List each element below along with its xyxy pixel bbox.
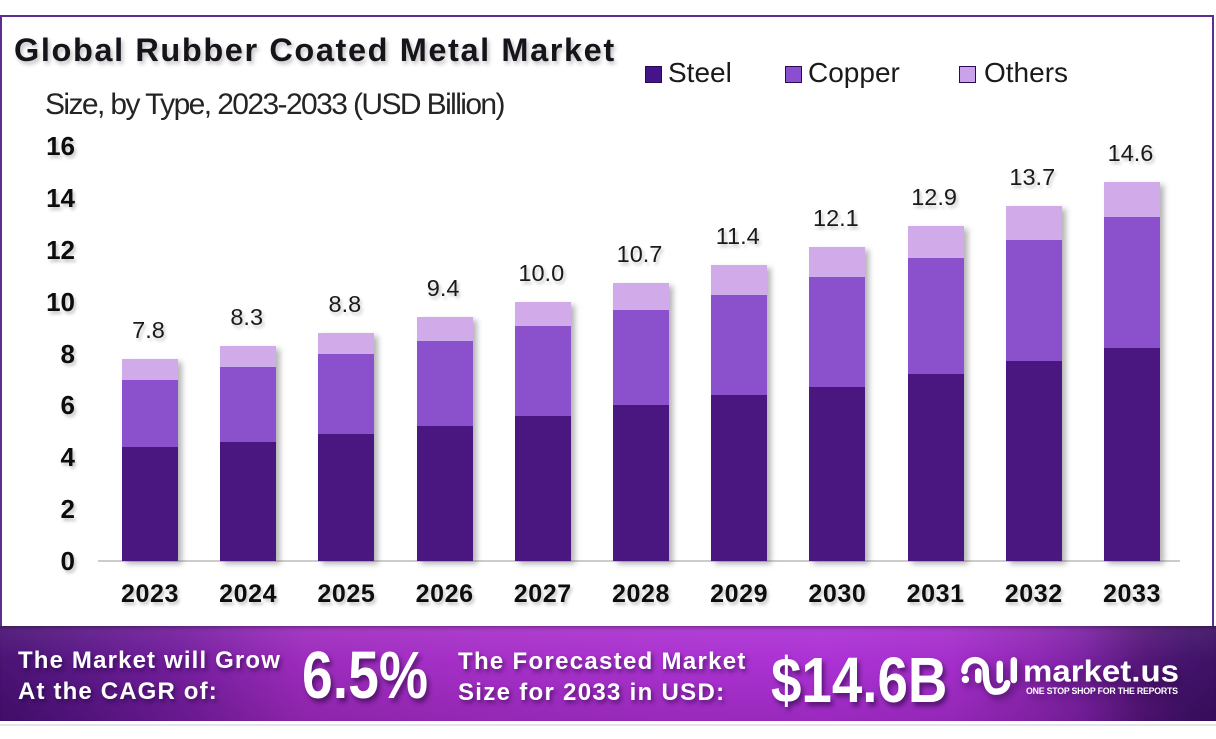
svg-text:ONE STOP SHOP FOR THE REPORTS: ONE STOP SHOP FOR THE REPORTS [1026,686,1178,696]
svg-text:market.us: market.us [1023,655,1179,689]
